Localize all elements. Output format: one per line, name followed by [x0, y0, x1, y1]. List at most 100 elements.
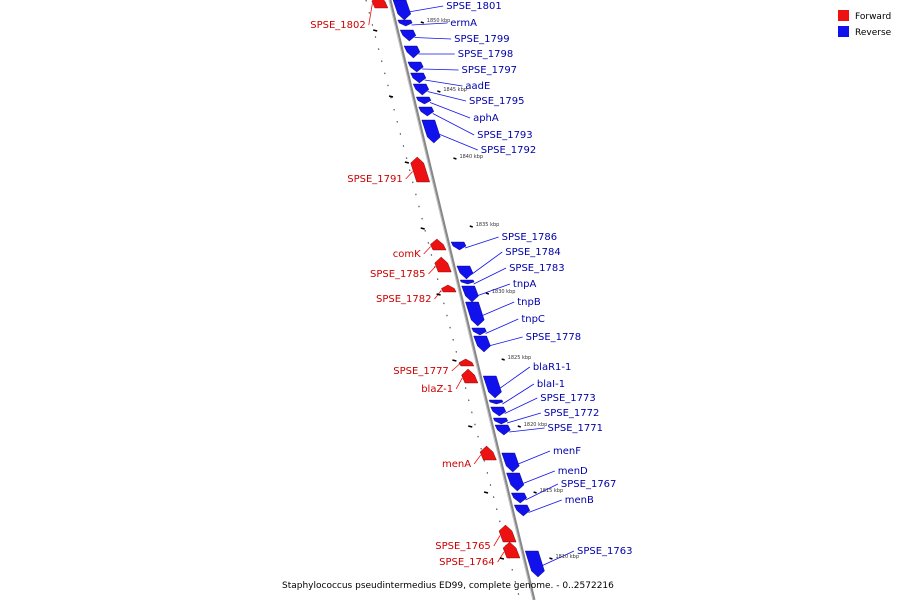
gene-spse-1772-arrow[interactable] [493, 417, 509, 425]
gene-spse-1782-arrow[interactable] [441, 284, 457, 293]
gene-spse-1777-leader [451, 364, 460, 372]
gene-spse-1797-arrow[interactable] [407, 61, 424, 73]
gene-spse-1791-label[interactable]: SPSE_1791 [347, 174, 403, 185]
gene-tnpa-arrow[interactable] [461, 285, 479, 303]
gene-spse-1765-arrow[interactable] [498, 524, 517, 543]
gene-spse-1764-label[interactable]: SPSE_1764 [439, 557, 495, 568]
gene-comk-arrow[interactable] [430, 238, 447, 251]
gene-spse-1765-label[interactable]: SPSE_1765 [435, 541, 491, 552]
gene-comk-label[interactable]: comK [393, 249, 421, 260]
gene-apha-arrow[interactable] [415, 96, 432, 105]
gene-mend-label[interactable]: menD [558, 466, 588, 477]
gene-spse-1801-arrow[interactable] [392, 0, 412, 21]
gene-spse-1786-arrow[interactable] [450, 241, 467, 251]
gene-tnpc-label[interactable]: tnpC [521, 314, 545, 325]
gene-mend-arrow[interactable] [506, 472, 525, 492]
gene-spse-1771-label[interactable]: SPSE_1771 [547, 423, 603, 434]
gene-spse-1777-arrow[interactable] [458, 358, 475, 367]
gene-aade-arrow[interactable] [410, 72, 427, 84]
gene-spse-1783-arrow[interactable] [459, 279, 475, 285]
gene-spse-1801-label[interactable]: SPSE_1801 [446, 1, 502, 12]
gene-tnpc-arrow[interactable] [471, 327, 487, 336]
gene-spse-1778-leader [488, 336, 523, 347]
gene-spse-1777-label[interactable]: SPSE_1777 [393, 366, 449, 377]
gene-tnpb-label[interactable]: tnpB [517, 297, 541, 308]
gene-tnpb-arrow[interactable] [465, 301, 485, 327]
gene-spse-1797-label[interactable]: SPSE_1797 [462, 65, 518, 76]
gene-spse-1783-leader [473, 267, 507, 285]
gene-spse-1786-label[interactable]: SPSE_1786 [502, 232, 558, 243]
gene-spse-1795-arrow[interactable] [412, 83, 430, 96]
gene-blaz-1-label[interactable]: blaZ-1 [421, 384, 453, 395]
gene-spse-1785-label[interactable]: SPSE_1785 [370, 269, 426, 280]
gene-spse-1784-label[interactable]: SPSE_1784 [505, 247, 561, 258]
kbp-tick-mark [453, 157, 457, 160]
gene-spse-1791-leader [405, 171, 413, 180]
gene-menf-arrow[interactable] [501, 452, 520, 473]
gene-spse-1792-arrow[interactable] [421, 119, 441, 144]
gene-spse-1773-label[interactable]: SPSE_1773 [540, 393, 596, 404]
gene-spse-1773-arrow[interactable] [490, 406, 507, 417]
gene-apha-label[interactable]: aphA [473, 113, 499, 124]
gene-spse-1772-leader [506, 412, 541, 424]
gene-spse-1792-label[interactable]: SPSE_1792 [481, 145, 537, 156]
gene-spse-1767-label[interactable]: SPSE_1767 [561, 479, 617, 490]
gene-menf-leader [516, 450, 551, 465]
gene-spse-1784-leader [471, 251, 503, 275]
gene-spse-1799-arrow[interactable] [399, 29, 417, 42]
gene-spse-1764-arrow[interactable] [502, 541, 521, 559]
gene-spse-1793-label[interactable]: SPSE_1793 [477, 130, 533, 141]
genome-caption: Staphylococcus pseudintermedius ED99, co… [282, 581, 614, 591]
gene-mena-label[interactable]: menA [442, 459, 471, 470]
kbp-tick-mark [469, 225, 473, 228]
gene-blaz-1-arrow[interactable] [461, 368, 479, 384]
gene-spse-1772-label[interactable]: SPSE_1772 [544, 408, 600, 419]
gene-spse-1767-arrow[interactable] [511, 492, 527, 504]
gene-menb-leader [528, 499, 562, 513]
gene-spse-1791-arrow[interactable] [410, 156, 430, 183]
gene-menb-label[interactable]: menB [565, 495, 594, 506]
gene-spse-1784-arrow[interactable] [456, 265, 474, 280]
gene-spse-1764-leader [497, 551, 505, 563]
gene-spse-1798-label[interactable]: SPSE_1798 [458, 49, 513, 60]
gene-menb-arrow[interactable] [513, 504, 531, 517]
gene-tnpa-label[interactable]: tnpA [513, 279, 537, 290]
kbp-tick-label: 1830 kbp [492, 289, 516, 295]
gene-menf-label[interactable]: menF [553, 446, 581, 457]
gene-spse-1795-label[interactable]: SPSE_1795 [469, 96, 525, 107]
gene-spse-1802-arrow[interactable] [371, 0, 389, 9]
gene-spse-1782-label[interactable]: SPSE_1782 [376, 294, 432, 305]
gene-blar1-1-label[interactable]: blaR1-1 [533, 362, 572, 373]
gene-aade-label[interactable]: aadE [465, 81, 490, 92]
gene-spse-1795-leader [427, 91, 467, 102]
legend-reverse-label: Reverse [855, 28, 892, 38]
kbp-tick-label: 1825 kbp [508, 355, 532, 361]
kbp-tick-mark [533, 491, 537, 494]
kbp-tick-label: 1845 kbp [443, 87, 467, 93]
gene-spse-1785-arrow[interactable] [434, 256, 452, 273]
gene-erma-label[interactable]: ermA [450, 18, 477, 29]
kbp-tick-mark [437, 90, 441, 93]
gene-spse-1799-label[interactable]: SPSE_1799 [454, 34, 510, 45]
kbp-ticks: 1850 kbp 1845 kbp 1840 kbp 1835 kbp 1830 kbp… [373, 18, 579, 560]
gene-mena-arrow[interactable] [479, 445, 497, 461]
gene-spse-1763-arrow[interactable] [524, 550, 545, 578]
guide-dash [499, 557, 505, 560]
gene-tnpa-leader [476, 283, 511, 297]
gene-spse-1763-label[interactable]: SPSE_1763 [577, 546, 633, 557]
gene-blar1-1-leader [498, 366, 531, 390]
gene-blai-1-arrow[interactable] [488, 399, 504, 405]
gene-spse-1778-label[interactable]: SPSE_1778 [526, 332, 582, 343]
guide-dash [452, 359, 457, 362]
gene-spse-1783-label[interactable]: SPSE_1783 [509, 263, 564, 274]
gene-spse-1778-arrow[interactable] [473, 335, 491, 353]
gene-blai-1-label[interactable]: blaI-1 [537, 379, 565, 390]
gene-spse-1802-label[interactable]: SPSE_1802 [310, 20, 366, 31]
gene-blar1-1-arrow[interactable] [482, 375, 502, 399]
gene-spse-1793-arrow[interactable] [418, 106, 435, 117]
gene-spse-1798-arrow[interactable] [403, 45, 421, 59]
guide-dash [404, 161, 410, 164]
gene-spse-1771-arrow[interactable] [494, 424, 511, 436]
gene-erma-arrow[interactable] [397, 19, 413, 27]
genome-axis [388, 0, 536, 600]
